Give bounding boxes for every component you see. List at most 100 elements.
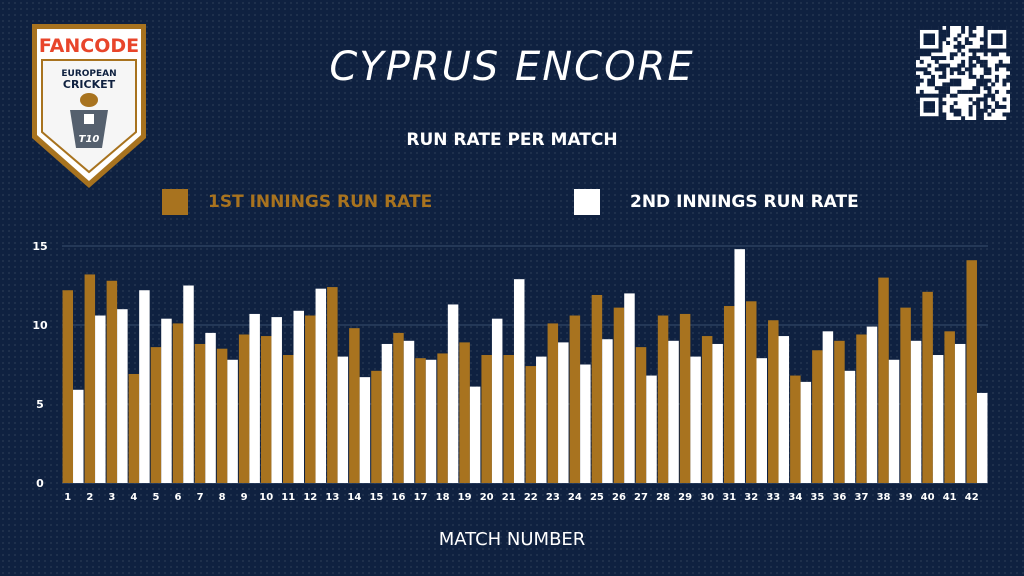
qr-module xyxy=(983,37,988,42)
qr-module xyxy=(976,101,981,106)
qr-module xyxy=(942,37,947,42)
qr-module xyxy=(949,82,954,87)
y-tick-label: 5 xyxy=(36,398,44,411)
qr-module xyxy=(987,71,992,76)
bar-first-innings xyxy=(371,370,382,483)
bar-second-innings xyxy=(447,304,459,483)
qr-module xyxy=(946,33,951,38)
qr-module xyxy=(953,93,958,98)
bar-second-innings xyxy=(690,356,701,483)
x-axis-label: MATCH NUMBER xyxy=(438,529,586,550)
qr-module xyxy=(1006,112,1011,117)
qr-module xyxy=(953,108,958,113)
bar-second-innings xyxy=(293,310,304,483)
qr-module xyxy=(949,104,954,109)
qr-module xyxy=(1006,52,1011,57)
qr-module xyxy=(916,116,920,121)
qr-module xyxy=(934,67,939,72)
bar-first-innings xyxy=(812,350,823,483)
bar-second-innings xyxy=(359,377,371,483)
qr-module xyxy=(968,112,973,117)
qr-module xyxy=(968,89,973,94)
qr-module xyxy=(983,26,988,30)
qr-module xyxy=(938,67,943,72)
bar-second-innings xyxy=(822,331,834,483)
qr-module xyxy=(934,48,939,53)
qr-module xyxy=(953,82,958,87)
qr-module xyxy=(983,108,988,113)
bar-first-innings xyxy=(613,307,625,483)
qr-module xyxy=(946,89,951,94)
x-tick-label: 40 xyxy=(921,492,935,503)
qr-module xyxy=(1006,48,1011,53)
qr-module xyxy=(972,89,977,94)
qr-module xyxy=(938,41,943,45)
qr-module xyxy=(991,97,996,102)
qr-module xyxy=(942,93,947,98)
x-tick-label: 8 xyxy=(219,492,226,503)
qr-module xyxy=(927,37,932,42)
qr-module xyxy=(949,67,954,72)
bar-second-innings xyxy=(558,342,569,483)
qr-module xyxy=(919,52,924,57)
qr-module xyxy=(991,26,996,30)
qr-module xyxy=(942,86,947,91)
qr-module xyxy=(931,37,935,42)
bar-first-innings xyxy=(922,291,933,483)
x-tick-label: 32 xyxy=(744,492,758,503)
qr-module xyxy=(919,26,924,30)
bar-second-innings xyxy=(161,318,172,483)
qr-module xyxy=(1006,89,1011,94)
x-tick-label: 41 xyxy=(943,492,957,503)
qr-module xyxy=(923,104,928,109)
qr-module xyxy=(968,63,973,68)
qr-module xyxy=(923,41,928,45)
qr-module xyxy=(916,93,920,98)
x-tick-label: 30 xyxy=(700,492,714,503)
qr-module xyxy=(979,37,984,42)
bar-second-innings xyxy=(932,355,944,483)
qr-module xyxy=(991,48,996,53)
qr-module xyxy=(983,97,988,102)
qr-module xyxy=(942,63,947,68)
qr-module xyxy=(976,108,981,113)
qr-module xyxy=(931,78,935,83)
qr-module xyxy=(927,63,932,68)
x-tick-label: 27 xyxy=(634,492,648,503)
qr-module xyxy=(931,101,935,106)
x-tick-label: 1 xyxy=(64,492,71,503)
x-tick-label: 24 xyxy=(568,492,582,503)
x-tick-label: 20 xyxy=(480,492,494,503)
x-tick-label: 10 xyxy=(259,492,273,503)
qr-module xyxy=(942,116,947,121)
qr-module xyxy=(991,93,996,98)
bar-first-innings xyxy=(878,277,889,483)
qr-module xyxy=(938,74,943,79)
qr-module xyxy=(916,67,920,72)
page-title: CYPRUS ENCORE xyxy=(329,44,695,90)
qr-module xyxy=(964,67,969,72)
y-tick-label: 15 xyxy=(32,240,47,253)
qr-module xyxy=(994,48,999,53)
bar-first-innings xyxy=(84,274,96,483)
qr-module xyxy=(957,33,962,38)
bar-first-innings xyxy=(393,332,404,483)
bar-first-innings xyxy=(260,336,272,483)
qr-module xyxy=(949,71,954,76)
qr-module xyxy=(916,108,920,113)
fancode-european-cricket-logo: FANCODE EUROPEAN CRICKET T10 xyxy=(28,20,150,192)
qr-module xyxy=(942,29,947,34)
qr-module xyxy=(972,74,977,79)
qr-module xyxy=(972,86,977,91)
qr-module xyxy=(938,37,943,42)
qr-module xyxy=(983,41,988,45)
qr-module xyxy=(1002,82,1007,87)
bar-first-innings xyxy=(216,348,228,483)
x-tick-label: 11 xyxy=(281,492,295,503)
qr-module xyxy=(961,59,966,64)
qr-module xyxy=(927,78,932,83)
bar-first-innings xyxy=(106,280,118,483)
bar-second-innings xyxy=(491,318,503,483)
qr-module xyxy=(976,116,981,121)
qr-module xyxy=(927,82,932,87)
